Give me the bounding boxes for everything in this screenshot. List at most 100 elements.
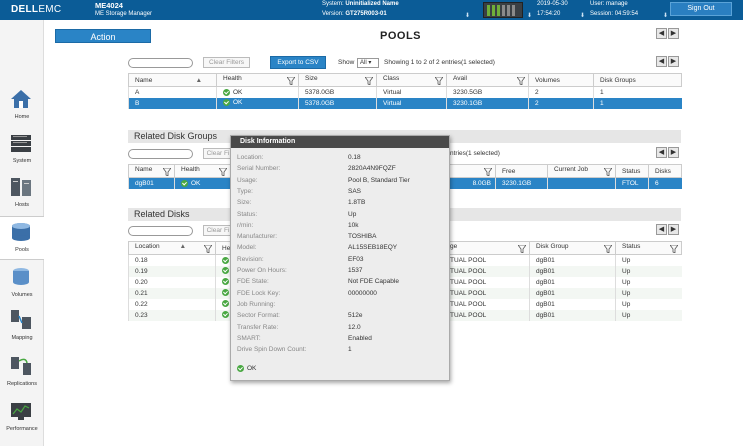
- disk-group-current-job: [547, 177, 616, 189]
- enclosure-slot: [497, 5, 500, 16]
- disk-groups-clear-filters-button[interactable]: Clear Fi: [203, 148, 233, 159]
- disks-prev-page-button[interactable]: ◀: [656, 224, 667, 235]
- ok-status-icon: [222, 256, 229, 264]
- sidebar-item-performance[interactable]: Performance: [0, 396, 44, 440]
- filter-icon[interactable]: [219, 168, 227, 176]
- export-to-csv-button[interactable]: Export to CSV: [270, 56, 326, 69]
- filter-icon[interactable]: [435, 77, 443, 85]
- popup-title: Disk Information: [231, 136, 449, 148]
- disks-clear-filters-button[interactable]: Clear Fi: [203, 225, 233, 236]
- column-header-health[interactable]: Health: [174, 164, 231, 178]
- column-header-current-job[interactable]: Current Job: [547, 164, 616, 178]
- pools-clear-filters-button[interactable]: Clear Filters: [203, 57, 250, 68]
- disk-status: Up: [615, 309, 682, 321]
- disk-info-field: Transfer Rate: 12.0: [237, 324, 447, 335]
- column-header-status[interactable]: Status: [615, 164, 649, 178]
- column-header-free[interactable]: Free: [495, 164, 548, 178]
- column-header-disk-groups[interactable]: Disk Groups: [593, 73, 682, 87]
- disk-status: Up: [615, 265, 682, 277]
- disk-group-status: FTOL: [615, 177, 649, 189]
- sidebar-item-label: Performance: [6, 426, 38, 432]
- user-dropdown-icon[interactable]: ⬇: [663, 13, 669, 19]
- disk-groups-prev-page-button[interactable]: ◀: [656, 147, 667, 158]
- ok-status-icon: [223, 88, 230, 96]
- enclosure-dropdown-icon[interactable]: ⬇: [527, 13, 533, 19]
- ok-status-icon: [222, 278, 229, 286]
- table-row[interactable]: A OK 5378.0GB Virtual 3230.5GB 2 1: [128, 86, 682, 98]
- system-dropdown-icon[interactable]: ⬇: [465, 13, 471, 19]
- disk-group-free: 3230.1GB: [495, 177, 548, 189]
- disk-location: 0.18: [128, 254, 216, 266]
- disk-status: Up: [615, 254, 682, 266]
- pools-prev-page-button[interactable]: ◀: [656, 56, 667, 67]
- sidebar-item-volumes[interactable]: Volumes: [0, 262, 44, 306]
- pool-name: B: [128, 97, 217, 109]
- disk-info-label: Type:: [237, 187, 253, 195]
- enclosure-status-graphic[interactable]: [483, 2, 523, 18]
- next-panel-button[interactable]: ▶: [668, 28, 679, 39]
- column-header-class[interactable]: Class: [376, 73, 447, 87]
- column-header-location[interactable]: Location ▲: [128, 241, 216, 255]
- filter-icon[interactable]: [604, 245, 612, 253]
- column-header-disks[interactable]: Disks: [648, 164, 682, 178]
- sidebar-item-hosts[interactable]: Hosts: [0, 172, 44, 216]
- disk-info-value: Not FDE Capable: [348, 278, 399, 286]
- column-header-volumes[interactable]: Volumes: [528, 73, 594, 87]
- filter-icon[interactable]: [484, 168, 492, 176]
- column-header-status[interactable]: Status: [615, 241, 682, 255]
- disk-groups-next-page-button[interactable]: ▶: [668, 147, 679, 158]
- column-header-health[interactable]: Health: [216, 73, 299, 87]
- disks-search-input[interactable]: [128, 226, 193, 236]
- sidebar-item-pools[interactable]: Pools: [0, 216, 44, 260]
- sidebar-item-home[interactable]: Home: [0, 84, 44, 128]
- pools-search-input[interactable]: [128, 58, 193, 68]
- disk-usage: TUAL POOL: [443, 298, 530, 310]
- session-info: Session: 04:59:54: [590, 11, 639, 17]
- disk-groups-search-input[interactable]: [128, 149, 193, 159]
- sidebar-item-replications[interactable]: Replications: [0, 351, 44, 395]
- disk-info-value: EF03: [348, 255, 364, 263]
- home-icon: [11, 90, 31, 108]
- disk-info-label: Usage:: [237, 176, 258, 184]
- column-header-size[interactable]: Size: [298, 73, 377, 87]
- column-header-name[interactable]: Name ▲: [128, 73, 217, 87]
- column-header-disk-group[interactable]: Disk Group: [529, 241, 616, 255]
- sidebar-item-mapping[interactable]: Mapping: [0, 305, 44, 349]
- sidebar-item-label: Mapping: [11, 335, 33, 341]
- top-header: DELLEMC ME4024 ME Storage Manager System…: [0, 0, 743, 20]
- pool-class: Virtual: [376, 97, 447, 109]
- sidebar-item-system[interactable]: System: [0, 128, 44, 172]
- filter-icon[interactable]: [518, 245, 526, 253]
- pools-table: Name ▲ Health Size Class Avail Volumes Di…: [128, 73, 682, 109]
- product-manager-name: ME Storage Manager: [95, 11, 153, 17]
- disk-usage: TUAL POOL: [443, 287, 530, 299]
- previous-panel-button[interactable]: ◀: [656, 28, 667, 39]
- disk-info-field: Usage: Pool B, Standard Tier: [237, 177, 447, 188]
- filter-icon[interactable]: [287, 77, 295, 85]
- product-model: ME4024: [95, 1, 123, 10]
- disk-groups-showing-count: ntries(1 selected): [450, 150, 500, 157]
- disks-next-page-button[interactable]: ▶: [668, 224, 679, 235]
- pool-avail: 3230.1GB: [446, 97, 529, 109]
- filter-icon[interactable]: [163, 168, 171, 176]
- ok-status-icon: [222, 267, 229, 275]
- column-header-usage[interactable]: ge: [443, 241, 530, 255]
- filter-icon[interactable]: [604, 168, 612, 176]
- table-row-selected[interactable]: B OK 5378.0GB Virtual 3230.1GB 2 1: [128, 97, 682, 109]
- column-header-avail[interactable]: Avail: [446, 73, 529, 87]
- sign-out-button[interactable]: Sign Out: [670, 2, 732, 16]
- disk-group: dgB01: [529, 309, 616, 321]
- disk-info-field: Sector Format: 512e: [237, 312, 447, 323]
- disk-group-health: OK: [174, 177, 231, 189]
- disk-info-field: Job Running:: [237, 301, 447, 312]
- filter-icon[interactable]: [365, 77, 373, 85]
- disk-location: 0.23: [128, 309, 216, 321]
- filter-icon[interactable]: [670, 245, 678, 253]
- pools-next-page-button[interactable]: ▶: [668, 56, 679, 67]
- show-entries-select[interactable]: All ▾: [357, 58, 379, 68]
- column-header-name[interactable]: Name: [128, 164, 175, 178]
- action-menu-button[interactable]: Action: [55, 29, 151, 43]
- filter-icon[interactable]: [517, 77, 525, 85]
- datetime-dropdown-icon[interactable]: ⬇: [580, 13, 586, 19]
- filter-icon[interactable]: [204, 245, 212, 253]
